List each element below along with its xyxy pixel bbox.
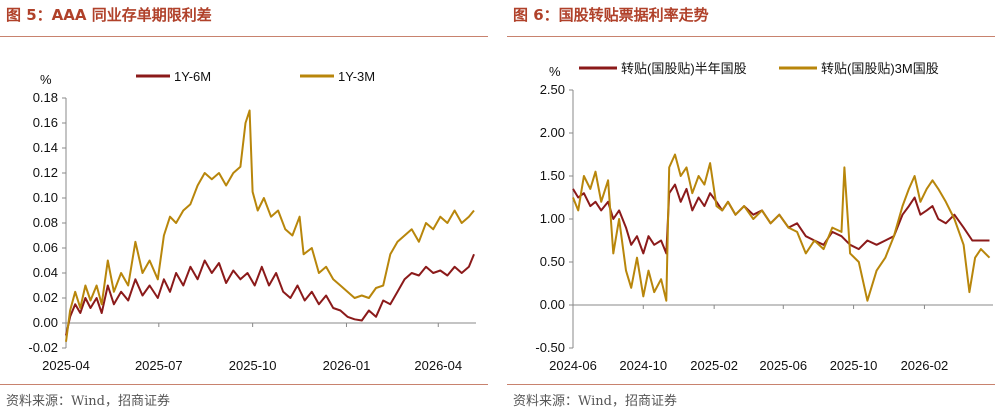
y-axis-unit-label: % bbox=[549, 64, 561, 79]
y-tick-label: 0.06 bbox=[33, 240, 58, 255]
term-spread-line-chart: % -0.02 0.00 0.02 0.04 0.06 0.08 0.10 0.12 0.14 0.… bbox=[28, 69, 476, 373]
x-tick-label: 2026-02 bbox=[901, 358, 949, 373]
x-tick-label: 2024-06 bbox=[549, 358, 597, 373]
x-tick-label: 2025-02 bbox=[690, 358, 738, 373]
x-tick-label: 2025-06 bbox=[759, 358, 807, 373]
y-tick-label: 0.02 bbox=[33, 290, 58, 305]
source-note: 资料来源：Wind，招商证券 bbox=[513, 394, 677, 409]
y-tick-label: 1.50 bbox=[540, 168, 565, 183]
legend-label: 转贴(国股贴)3M国股 bbox=[821, 61, 939, 76]
y-tick-label: 0.08 bbox=[33, 215, 58, 230]
chart-title: 图 5：AAA 同业存单期限利差 bbox=[6, 6, 212, 24]
y-tick-label: 2.00 bbox=[540, 125, 565, 140]
title-divider bbox=[507, 36, 995, 37]
y-tick-label: 0.16 bbox=[33, 115, 58, 130]
y-tick-label: 0.10 bbox=[33, 190, 58, 205]
x-tick-label: 2025-07 bbox=[135, 358, 183, 373]
right-chart-panel: 图 6：国股转贴票据利率走势 % -0.50 0.00 0.50 1.00 1.50 2.0… bbox=[507, 0, 999, 415]
y-tick-label: 2.50 bbox=[540, 82, 565, 97]
y-tick-label: 0.18 bbox=[33, 90, 58, 105]
y-axis-unit-label: % bbox=[40, 72, 52, 87]
bill-rate-line-chart: % -0.50 0.00 0.50 1.00 1.50 2.00 2.50 2024-06 202… bbox=[535, 61, 993, 373]
series-line-2 bbox=[572, 153, 991, 302]
series-line-1 bbox=[572, 183, 990, 255]
x-tick-label: 2025-10 bbox=[830, 358, 878, 373]
series-line-2 bbox=[65, 109, 475, 342]
y-tick-label: 0.04 bbox=[33, 265, 58, 280]
source-divider bbox=[0, 384, 488, 385]
y-tick-label: 0.00 bbox=[540, 297, 565, 312]
series-line-1 bbox=[65, 253, 475, 336]
legend-label: 转贴(国股贴)半年国股 bbox=[621, 61, 747, 76]
y-tick-label: 0.14 bbox=[33, 140, 58, 155]
legend-label: 1Y-6M bbox=[174, 69, 211, 84]
x-tick-label: 2025-04 bbox=[42, 358, 90, 373]
title-divider bbox=[0, 36, 488, 37]
legend-label: 1Y-3M bbox=[338, 69, 375, 84]
chart-title: 图 6：国股转贴票据利率走势 bbox=[513, 6, 709, 24]
y-tick-label: 0.00 bbox=[33, 315, 58, 330]
y-tick-label: -0.50 bbox=[535, 340, 565, 355]
source-note: 资料来源：Wind，招商证券 bbox=[6, 394, 170, 409]
left-chart-panel: 图 5：AAA 同业存单期限利差 % -0.02 0.00 0.02 0.04 0.06 0… bbox=[0, 0, 492, 415]
x-tick-label: 2026-01 bbox=[323, 358, 371, 373]
y-tick-label: 1.00 bbox=[540, 211, 565, 226]
y-tick-label: -0.02 bbox=[28, 340, 58, 355]
y-tick-label: 0.50 bbox=[540, 254, 565, 269]
x-tick-label: 2025-10 bbox=[229, 358, 277, 373]
x-tick-label: 2024-10 bbox=[619, 358, 667, 373]
x-tick-label: 2026-04 bbox=[414, 358, 462, 373]
y-tick-label: 0.12 bbox=[33, 165, 58, 180]
source-divider bbox=[507, 384, 995, 385]
